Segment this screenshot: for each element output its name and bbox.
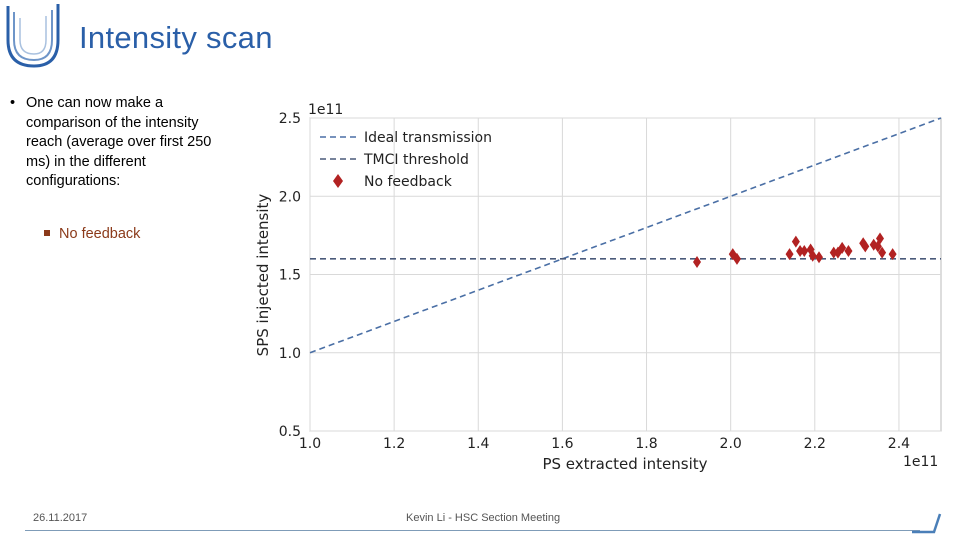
x-tick-label: 2.2 <box>804 436 826 452</box>
x-axis-multiplier: 1e11 <box>903 454 938 470</box>
x-tick-label: 2.0 <box>720 436 742 452</box>
no-feedback-point <box>732 252 741 265</box>
corner-arrow-icon <box>912 513 942 534</box>
y-tick-label: 2.0 <box>279 189 301 205</box>
no-feedback-point <box>876 232 885 245</box>
footer-date: 26.11.2017 <box>33 512 88 524</box>
no-feedback-point <box>785 248 794 261</box>
no-feedback-point <box>791 235 800 248</box>
no-feedback-point <box>808 249 817 262</box>
x-tick-label: 1.6 <box>551 436 573 452</box>
series-group <box>309 117 942 354</box>
x-tick-label: 1.8 <box>635 436 657 452</box>
x-tick-label: 2.4 <box>888 436 910 452</box>
no-feedback-point <box>838 241 847 254</box>
no-feedback-point <box>829 246 838 259</box>
legend-marker-no-feedback <box>333 174 343 188</box>
legend-label-no-feedback: No feedback <box>364 174 453 190</box>
page-title: Intensity scan <box>79 20 273 55</box>
y-axis-multiplier: 1e11 <box>308 102 343 118</box>
footer-presenter: Kevin Li - HSC Section Meeting <box>406 512 561 524</box>
bullet-main-text: One can now make a comparison of the int… <box>26 95 212 189</box>
x-tick-label: 1.0 <box>299 436 321 452</box>
square-bullet-icon <box>44 230 50 236</box>
no-feedback-point <box>888 248 897 261</box>
grid <box>309 117 941 432</box>
no-feedback-point <box>693 255 702 268</box>
bullet-sub-text: No feedback <box>59 226 141 242</box>
bullet-sub: No feedback <box>44 226 140 242</box>
ideal-transmission-line <box>309 117 942 354</box>
bullet-dot-icon: • <box>10 95 16 111</box>
bullet-main: • One can now make a comparison of the i… <box>10 94 215 192</box>
no-feedback-point <box>878 246 887 259</box>
no-feedback-point <box>800 245 809 258</box>
x-axis-label: PS extracted intensity <box>542 455 707 473</box>
x-tick-label: 1.4 <box>467 436 489 452</box>
y-axis-label: SPS injected intensity <box>254 194 272 357</box>
no-feedback-point <box>796 245 805 258</box>
legend: Ideal transmission TMCI threshold No fee… <box>320 130 492 190</box>
y-tick-label: 1.5 <box>279 268 301 284</box>
footer-divider <box>25 530 920 531</box>
axes: 1.0 1.2 1.4 1.6 1.8 2.0 2.2 2.40.51.01.52.02.5 <box>279 111 910 452</box>
no-feedback-point <box>815 251 824 264</box>
y-tick-label: 1.0 <box>279 346 301 362</box>
x-tick-label: 1.2 <box>383 436 405 452</box>
logo-icon <box>6 4 60 68</box>
y-tick-label: 2.5 <box>279 111 301 127</box>
no-feedback-point <box>844 245 853 258</box>
legend-label-tmci: TMCI threshold <box>363 152 469 168</box>
no-feedback-point <box>861 240 870 253</box>
y-tick-label: 0.5 <box>279 424 301 440</box>
legend-label-ideal: Ideal transmission <box>364 130 492 146</box>
